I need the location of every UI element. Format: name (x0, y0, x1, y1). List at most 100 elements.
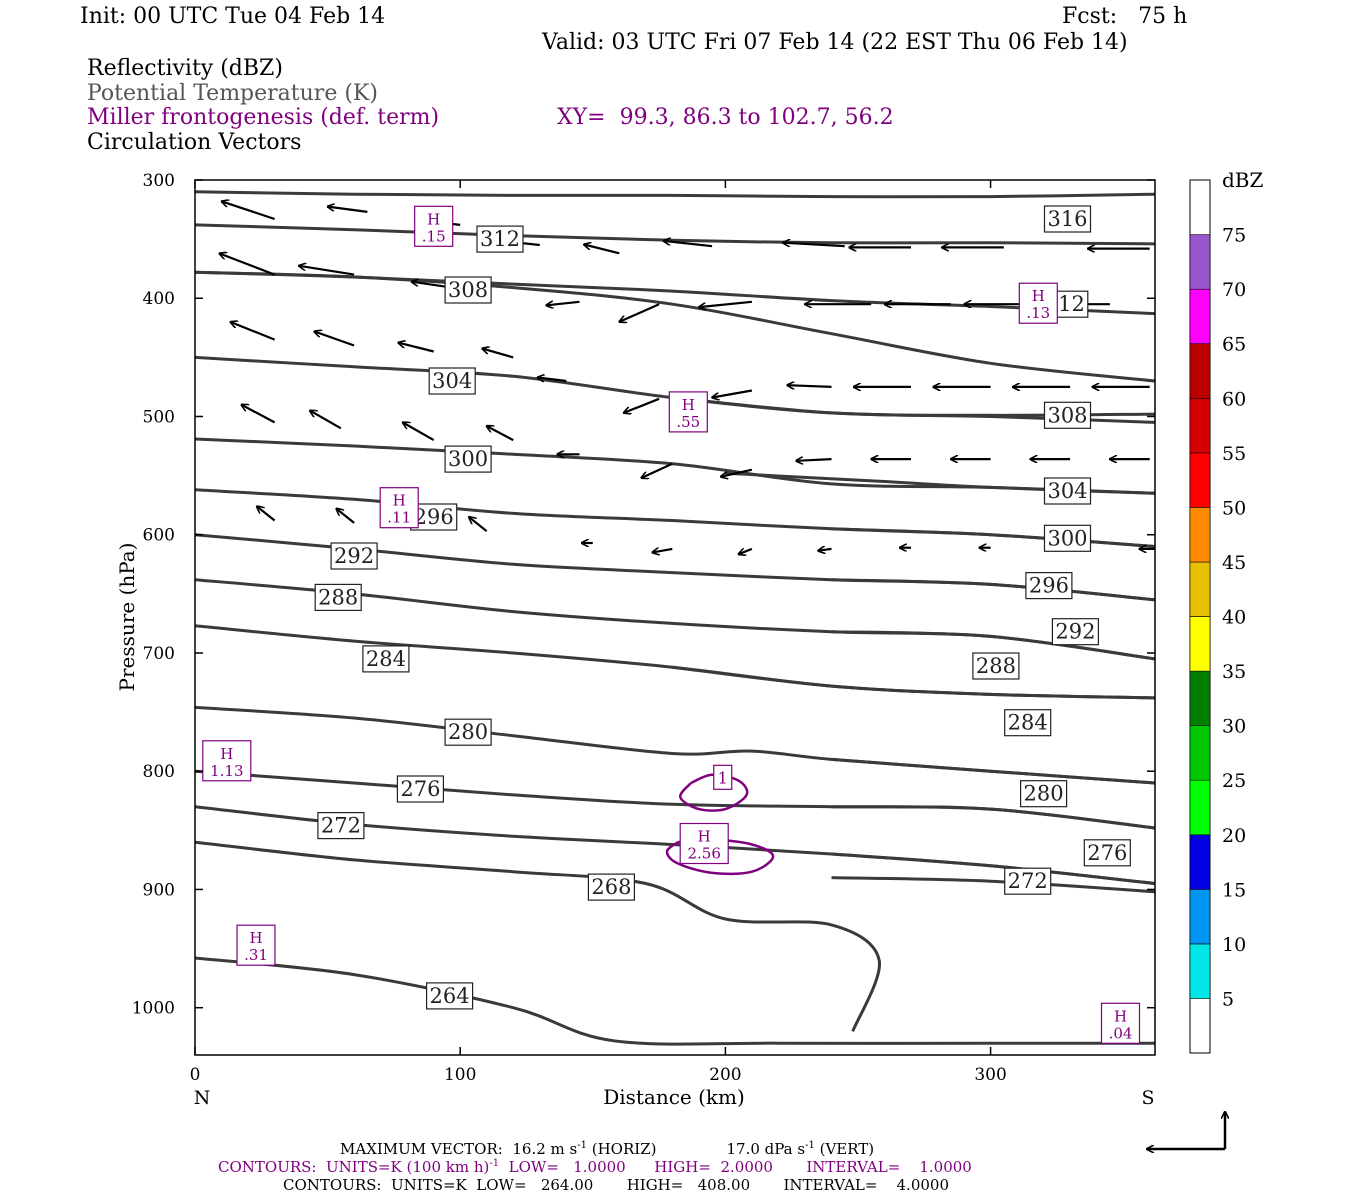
colorbar-level-label: 40 (1222, 607, 1246, 629)
colorbar-unit: dBZ (1222, 168, 1264, 192)
init-time: Init: 00 UTC Tue 04 Feb 14 (80, 4, 386, 29)
y-axis-label: Pressure (hPa) (115, 543, 139, 692)
y-tick-label: 700 (143, 644, 175, 664)
x-tick-label: 0 (190, 1065, 201, 1085)
circulation-vector (482, 349, 514, 359)
theta-label-272-box (317, 811, 365, 840)
theta-label-300-box (444, 445, 492, 473)
circulation-vector (796, 459, 832, 461)
colorbar-level-label: 10 (1222, 934, 1246, 956)
frontogenesis-max-box (236, 924, 276, 966)
theta-label-308: 308 (1047, 403, 1087, 427)
y-tick-label: 900 (143, 880, 175, 900)
circulation-vector (328, 207, 368, 213)
circulation-vector (653, 549, 673, 553)
x-end-label-north: N (194, 1087, 211, 1109)
x-tick-label: 200 (709, 1065, 741, 1085)
colorbar-bin (1189, 452, 1211, 508)
field-circulation-vectors: Circulation Vectors (87, 130, 302, 155)
colorbar-level-label: 70 (1222, 279, 1246, 301)
theta-label-276: 276 (1087, 841, 1127, 865)
circulation-vector (818, 549, 832, 551)
cross-section-endpoints: XY= 99.3, 86.3 to 102.7, 56.2 (557, 105, 894, 130)
theta-label-280: 280 (1024, 782, 1064, 806)
frontogenesis-max-value: .15 (422, 227, 446, 245)
y-tick-label: 400 (143, 289, 175, 309)
frontogenesis-max-box (1100, 1002, 1141, 1044)
field-potential-temperature: Potential Temperature (K) (87, 81, 378, 106)
theta-label-264-box (426, 982, 474, 1010)
colorbar-bin (1189, 670, 1211, 726)
frontogenesis-max-marker: H (249, 929, 262, 947)
theta-label-288-box (314, 583, 362, 612)
colorbar-level-label: 15 (1222, 879, 1246, 901)
theta-label-300-box (1043, 524, 1092, 552)
theta-label-300: 300 (448, 447, 488, 471)
frontogenesis-max-box (1018, 282, 1058, 324)
frontogenesis-label-1: 1 (718, 768, 728, 787)
frontogenesis-max-marker: H (220, 745, 233, 763)
theta-label-272: 272 (321, 814, 361, 838)
colorbar-level-label: 50 (1222, 497, 1246, 519)
circulation-vector (624, 397, 660, 413)
circulation-vector (222, 201, 275, 221)
circulation-vector (783, 243, 845, 248)
circulation-vector (739, 547, 753, 554)
colorbar-level-label: 20 (1222, 825, 1246, 847)
colorbar-level-label: 55 (1222, 443, 1246, 465)
vector-scale-icon (1147, 1112, 1225, 1149)
theta-label-272-box (1004, 867, 1052, 895)
circulation-vector (487, 426, 514, 442)
theta-contour-300 (831, 527, 1155, 549)
circulation-vector (399, 343, 434, 353)
theta-label-316-box (1043, 205, 1092, 233)
contours-frontogenesis-info: CONTOURS: UNITS=K (100 km h)-1 LOW= 1.00… (218, 1158, 972, 1176)
x-end-label-south: S (1141, 1087, 1154, 1109)
theta-label-280-box (444, 718, 492, 746)
colorbar-level-label: 30 (1222, 716, 1246, 738)
theta-label-316: 316 (1047, 207, 1087, 231)
theta-contour-284 (831, 757, 1155, 785)
theta-label-280: 280 (448, 720, 488, 744)
circulation-vector (712, 389, 753, 398)
theta-contour-264 (195, 956, 1155, 1046)
frontogenesis-max-marker: H (427, 210, 440, 228)
forecast-hour: Fcst: 75 h (1062, 4, 1188, 29)
colorbar-bin (1189, 288, 1211, 345)
frontogenesis-max-box (668, 391, 708, 433)
theta-label-288: 288 (976, 654, 1016, 678)
theta-label-308-box (444, 276, 492, 304)
frontogenesis-max-marker: H (1032, 287, 1045, 305)
theta-contour-316 (195, 190, 1155, 199)
frontogenesis-max-box (679, 822, 729, 865)
circulation-vector (788, 385, 832, 387)
theta-label-296-box (1025, 571, 1073, 600)
circulation-vector (547, 302, 580, 306)
theta-contour-312 (195, 270, 1155, 316)
circulation-vector (721, 468, 753, 477)
frontogenesis-max-value: 2.56 (687, 845, 720, 863)
theta-label-288-box (972, 652, 1020, 680)
theta-label-292: 292 (334, 544, 374, 568)
y-tick-label: 800 (143, 762, 175, 782)
circulation-vector (620, 303, 660, 322)
theta-label-292-box (1051, 618, 1100, 646)
theta-contour-268 (195, 840, 881, 1032)
theta-contour-296 (195, 488, 1155, 549)
frontogenesis-max-marker: H (1114, 1007, 1127, 1025)
colorbar-level-label: 65 (1222, 334, 1246, 356)
circulation-vector (315, 332, 355, 347)
valid-time: Valid: 03 UTC Fri 07 Feb 14 (22 EST Thu … (542, 30, 1128, 55)
theta-label-304-box (1043, 477, 1092, 505)
theta-label-312-box (476, 225, 524, 253)
frontogenesis-max-marker: H (682, 396, 695, 414)
y-tick-label: 500 (143, 407, 175, 427)
circulation-vector (403, 423, 435, 442)
frontogenesis-max-value: .04 (1109, 1024, 1133, 1042)
colorbar-level-label: 75 (1222, 225, 1246, 247)
colorbar-bin (1189, 234, 1211, 290)
theta-contour-300 (195, 437, 1155, 495)
circulation-vector (538, 378, 567, 382)
theta-label-312: 312 (480, 227, 520, 251)
